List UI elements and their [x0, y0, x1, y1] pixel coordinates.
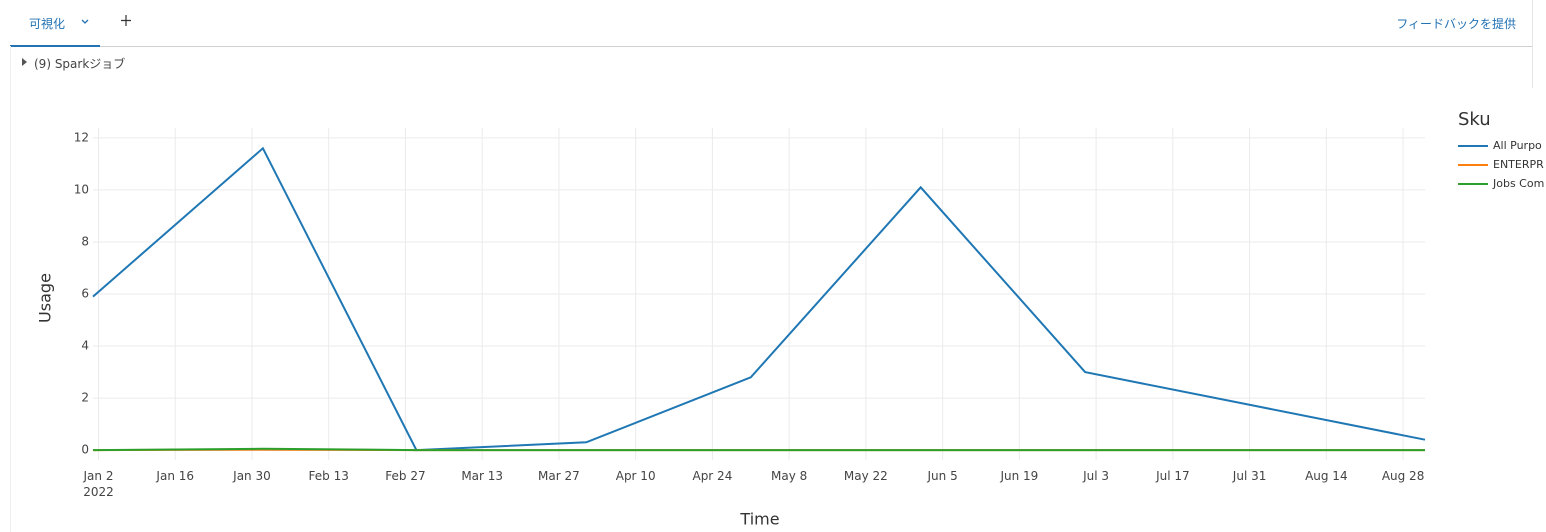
x-tick-label: Jul 17: [1155, 469, 1190, 483]
x-tick-label: Feb 13: [309, 469, 349, 483]
series-line: [92, 447, 1425, 452]
x-tick-label: Aug 14: [1305, 469, 1348, 483]
y-tick-label: 6: [81, 287, 89, 301]
spark-jobs-label[interactable]: (9) Sparkジョブ: [34, 57, 126, 71]
grid: [93, 128, 1425, 460]
x-tick-label: Feb 27: [385, 469, 425, 483]
x-tick-label: Jul 3: [1082, 469, 1109, 483]
panel-border: [10, 46, 11, 532]
x-tick-label: Apr 24: [692, 469, 732, 483]
x-tick-label: Mar 27: [538, 469, 580, 483]
tab-bar: 可視化 フィードバックを提供: [10, 0, 1532, 47]
tab-chevron[interactable]: [80, 17, 90, 27]
feedback-link[interactable]: フィードバックを提供: [1396, 17, 1516, 31]
legend-label: ENTERPR: [1493, 158, 1544, 171]
y-tick-label: 4: [81, 339, 89, 353]
x-tick-label: Jul 31: [1232, 469, 1267, 483]
y-axis-title: Usage: [36, 273, 55, 323]
y-tick-label: 12: [74, 130, 89, 144]
panel-border: [1532, 0, 1533, 88]
x-tick-label: Jan 16: [155, 469, 194, 483]
series-line: [92, 146, 1426, 452]
x-tick-label: Jun 5: [927, 469, 958, 483]
visualization-tab[interactable]: 可視化: [10, 0, 100, 47]
legend-label: All Purpo: [1493, 139, 1542, 152]
x-tick-label: Apr 10: [616, 469, 656, 483]
legend-title: Sku: [1458, 109, 1491, 130]
x-tick-label: May 8: [771, 469, 807, 483]
y-tick-label: 2: [81, 391, 89, 405]
x-tick-label: Jan 30: [232, 469, 271, 483]
spark-jobs-toggle[interactable]: (9) Sparkジョブ: [22, 55, 125, 72]
x-tick-label: May 22: [844, 469, 888, 483]
x-tick-label: Jun 19: [999, 469, 1038, 483]
tab-label[interactable]: 可視化: [29, 17, 66, 31]
x-tick-label: Mar 13: [461, 469, 503, 483]
legend-label: Jobs Com: [1492, 177, 1544, 190]
y-tick-label: 0: [81, 443, 89, 457]
expand-arrow[interactable]: [22, 58, 28, 66]
x-tick-label: Jan 2 2022: [83, 469, 114, 499]
y-tick-label: 8: [81, 234, 89, 248]
y-tick-label: 10: [74, 182, 89, 196]
x-axis-title: Time: [739, 510, 779, 529]
add-tab-button[interactable]: [120, 14, 132, 28]
x-tick-label: Aug 28: [1382, 469, 1425, 483]
